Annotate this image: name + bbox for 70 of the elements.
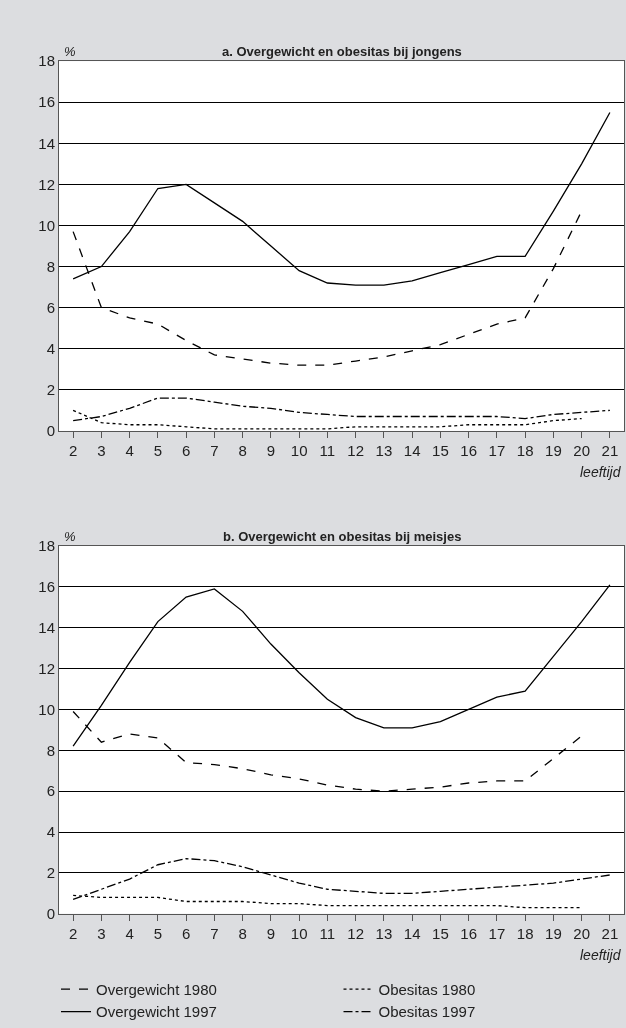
y-tick-label: 10 bbox=[38, 700, 55, 718]
x-tick-label: 17 bbox=[488, 441, 506, 459]
x-axis-title: leeftijd bbox=[580, 947, 622, 963]
x-tick-label: 6 bbox=[181, 441, 191, 459]
y-tick-label: 2 bbox=[46, 864, 55, 882]
x-tick-label: 11 bbox=[319, 924, 336, 942]
x-tick-label: 11 bbox=[319, 441, 336, 459]
x-tick-label: 8 bbox=[238, 924, 247, 942]
x-tick-label: 3 bbox=[97, 924, 106, 942]
x-tick-label: 12 bbox=[347, 441, 364, 459]
y-axis-title: % bbox=[64, 529, 76, 544]
x-tick-label: 7 bbox=[210, 441, 219, 459]
x-tick-label: 15 bbox=[432, 441, 449, 459]
x-tick-label: 13 bbox=[375, 924, 393, 942]
x-tick-label: 10 bbox=[290, 924, 308, 942]
x-tick-label: 20 bbox=[573, 441, 590, 459]
x-tick-label: 3 bbox=[97, 441, 106, 459]
x-axis-title: leeftijd bbox=[580, 464, 622, 480]
y-tick-label: 16 bbox=[38, 578, 55, 596]
x-tick-label: 9 bbox=[266, 924, 276, 942]
y-tick-label: 8 bbox=[46, 741, 55, 759]
y-tick-label: 12 bbox=[38, 175, 55, 193]
legend-label: Overgewicht 1980 bbox=[96, 980, 217, 998]
x-tick-label: 19 bbox=[545, 441, 562, 459]
x-tick-label: 9 bbox=[266, 441, 276, 459]
y-axis-title: % bbox=[64, 44, 76, 59]
x-tick-label: 7 bbox=[210, 924, 219, 942]
chart-title: a. Overgewicht en obesitas bij jongens bbox=[222, 44, 462, 59]
y-tick-label: 8 bbox=[46, 257, 55, 275]
x-tick-label: 20 bbox=[573, 924, 590, 942]
y-tick-label: 0 bbox=[46, 905, 55, 923]
x-tick-label: 18 bbox=[516, 441, 534, 459]
x-tick-label: 18 bbox=[516, 924, 534, 942]
x-tick-label: 19 bbox=[545, 924, 562, 942]
legend-label: Obesitas 1980 bbox=[378, 980, 476, 998]
y-tick-label: 0 bbox=[46, 422, 55, 440]
x-tick-label: 8 bbox=[238, 441, 247, 459]
y-tick-label: 12 bbox=[38, 659, 55, 677]
x-tick-label: 14 bbox=[403, 441, 421, 459]
x-tick-label: 21 bbox=[601, 441, 619, 459]
x-tick-label: 13 bbox=[375, 441, 393, 459]
x-tick-label: 16 bbox=[460, 441, 477, 459]
y-tick-label: 14 bbox=[38, 618, 55, 636]
legend-label: Obesitas 1997 bbox=[378, 1003, 476, 1021]
x-tick-label: 14 bbox=[403, 924, 421, 942]
y-tick-label: 6 bbox=[46, 782, 55, 800]
x-tick-label: 16 bbox=[460, 924, 477, 942]
x-tick-label: 4 bbox=[125, 441, 134, 459]
chart-title: b. Overgewicht en obesitas bij meisjes bbox=[223, 529, 462, 544]
y-tick-label: 14 bbox=[38, 134, 55, 152]
y-tick-label: 4 bbox=[46, 823, 55, 841]
x-tick-label: 2 bbox=[68, 441, 78, 459]
y-tick-label: 2 bbox=[46, 381, 55, 399]
y-tick-label: 16 bbox=[38, 93, 55, 111]
y-tick-label: 10 bbox=[38, 216, 55, 234]
x-tick-label: 15 bbox=[432, 924, 449, 942]
y-tick-label: 18 bbox=[38, 52, 55, 70]
x-tick-label: 21 bbox=[601, 924, 619, 942]
legend-label: Overgewicht 1997 bbox=[96, 1003, 217, 1021]
x-tick-label: 12 bbox=[347, 924, 364, 942]
x-tick-label: 17 bbox=[488, 924, 506, 942]
y-tick-label: 6 bbox=[46, 298, 55, 316]
x-tick-label: 10 bbox=[290, 441, 308, 459]
x-tick-label: 5 bbox=[153, 441, 163, 459]
x-tick-label: 5 bbox=[153, 924, 163, 942]
y-tick-label: 18 bbox=[38, 537, 55, 555]
x-tick-label: 2 bbox=[68, 924, 78, 942]
x-tick-label: 4 bbox=[125, 924, 134, 942]
y-tick-label: 4 bbox=[46, 339, 55, 357]
x-tick-label: 6 bbox=[181, 924, 191, 942]
